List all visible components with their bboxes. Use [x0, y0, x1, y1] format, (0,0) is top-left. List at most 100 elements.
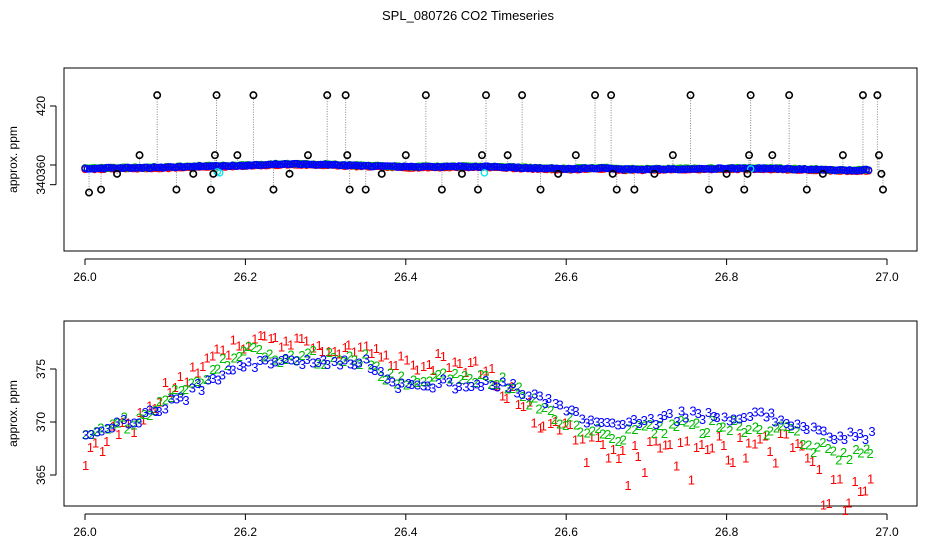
series-3-marker: 3: [473, 376, 480, 391]
series-2-marker: 2: [835, 453, 842, 468]
series-1-marker: 1: [420, 359, 427, 374]
series-1-marker: 1: [287, 338, 294, 353]
series-1-marker: 1: [451, 354, 458, 369]
series-3-marker: 3: [131, 415, 138, 430]
blue-point: [409, 163, 418, 171]
series-3-marker: 3: [278, 353, 285, 368]
blue-point: [490, 162, 499, 171]
series-2-marker: 2: [857, 445, 864, 460]
series-3-marker: 3: [209, 371, 216, 386]
series-2-marker: 2: [608, 431, 615, 446]
series-2-marker: 2: [620, 433, 627, 448]
series-1-marker: 1: [742, 450, 749, 465]
series-3-marker: 3: [803, 422, 810, 437]
outlier-point: [210, 151, 219, 160]
series-3-marker: 3: [455, 379, 462, 394]
series-3-marker: 3: [678, 404, 685, 419]
series-1-marker: 1: [325, 344, 332, 359]
series-3-marker: 3: [155, 404, 162, 419]
series-2-marker: 2: [309, 343, 316, 358]
series-2-marker: 2: [788, 421, 795, 436]
blue-point: [538, 164, 547, 173]
series-3-marker: 3: [788, 419, 795, 434]
series-3-marker: 3: [810, 420, 817, 435]
blue-point: [736, 164, 744, 172]
series-2-marker: 2: [336, 353, 343, 368]
series-2-marker: 2: [708, 413, 715, 428]
outlier-point: [571, 151, 580, 160]
series-3-marker: 3: [857, 426, 864, 441]
y-tick-label: 370: [34, 412, 48, 432]
series-3-marker: 3: [194, 376, 201, 391]
series-1-marker: 1: [725, 453, 732, 468]
series-1-marker: 1: [662, 437, 669, 452]
series-2-marker: 2: [356, 357, 363, 372]
outlier-point: [745, 151, 754, 160]
series-1-marker: 1: [772, 456, 779, 471]
blue-point: [312, 161, 320, 169]
series-2-marker: 2: [426, 373, 433, 388]
series-2-marker: 2: [736, 418, 743, 433]
series-3-marker: 3: [462, 379, 469, 394]
outlier-point: [686, 91, 695, 100]
series-1-marker: 1: [499, 389, 506, 404]
blue-point: [614, 165, 623, 173]
blue-point: [367, 162, 375, 171]
outlier-point: [722, 169, 731, 178]
x-tick-label: 26.8: [715, 270, 739, 284]
series-2-marker: 2: [171, 382, 178, 397]
series-2-marker: 2: [340, 354, 347, 369]
series-2-marker: 2: [326, 345, 333, 360]
series-2-marker: 2: [594, 421, 601, 436]
series-2-marker: 2: [704, 425, 711, 440]
series-3-marker: 3: [657, 411, 664, 426]
series-2-marker: 2: [566, 410, 573, 425]
series-1-marker: 1: [677, 435, 684, 450]
series-2-marker: 2: [209, 362, 216, 377]
outlier-point: [481, 91, 490, 100]
series-3-marker: 3: [794, 416, 801, 431]
series-2-marker: 2: [535, 402, 542, 417]
x-tick-label: 27.0: [875, 525, 899, 539]
series-3-marker: 3: [494, 379, 501, 394]
series-3-marker: 3: [568, 403, 575, 418]
series-2-marker: 2: [141, 407, 148, 422]
blue-point: [657, 165, 666, 174]
outlier-point: [341, 91, 350, 100]
blue-point: [140, 163, 149, 172]
series-1-marker: 1: [572, 432, 579, 447]
blue-point: [824, 166, 832, 174]
series-1-marker: 1: [552, 414, 559, 429]
series-1-marker: 1: [162, 375, 169, 390]
series-3-marker: 3: [545, 391, 552, 406]
series-2-marker: 2: [287, 347, 294, 362]
series-2-marker: 2: [440, 365, 447, 380]
series-2-marker: 2: [178, 383, 185, 398]
y-axis-label: approx. ppm: [6, 380, 20, 447]
series-2-marker: 2: [414, 375, 421, 390]
series-2-marker: 2: [387, 365, 394, 380]
series-1-marker: 1: [267, 331, 274, 346]
series-1-marker: 1: [836, 471, 843, 486]
series-1-marker: 1: [319, 344, 326, 359]
series-2-marker: 2: [547, 403, 554, 418]
series-2-marker: 2: [683, 415, 690, 430]
series-1-marker: 1: [635, 449, 642, 464]
blue-point: [295, 160, 304, 169]
series-1-marker: 1: [87, 440, 94, 455]
series-2-marker: 2: [477, 367, 484, 382]
series-2-marker: 2: [152, 403, 159, 418]
series-1-marker: 1: [219, 342, 226, 357]
series-2-marker: 2: [435, 367, 442, 382]
series-1-marker: 1: [482, 364, 489, 379]
series-3-marker: 3: [435, 376, 442, 391]
series-2-marker: 2: [756, 422, 763, 437]
series-2-marker: 2: [487, 377, 494, 392]
series-3-marker: 3: [695, 406, 702, 421]
series-2-marker: 2: [88, 427, 95, 442]
series-2-marker: 2: [131, 417, 138, 432]
blue-point: [695, 164, 704, 173]
series-3-marker: 3: [868, 424, 875, 439]
